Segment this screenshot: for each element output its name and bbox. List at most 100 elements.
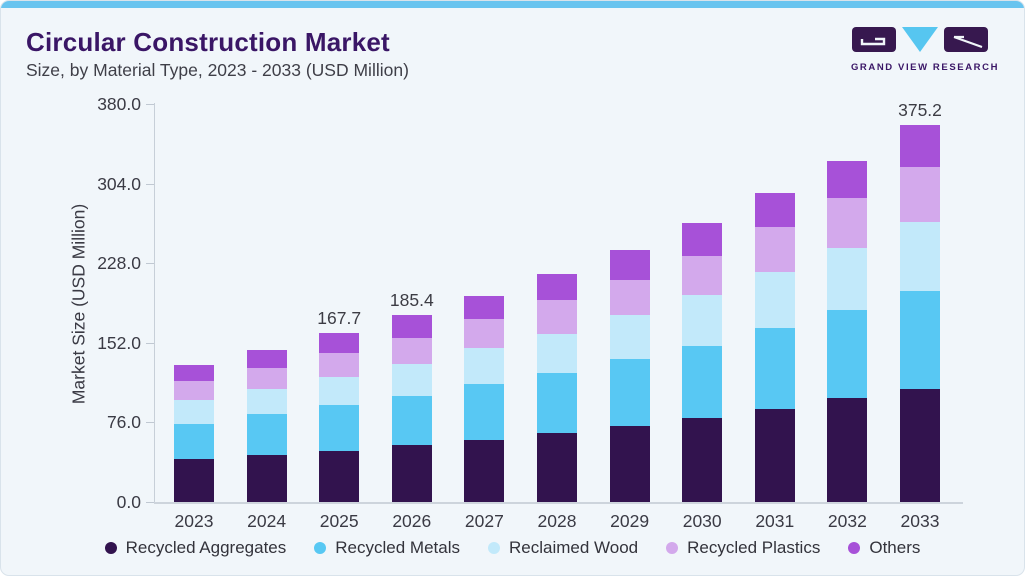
bar-segment (391, 315, 432, 339)
bar-segment (900, 221, 940, 291)
bar-segment (319, 450, 360, 502)
bar-segment (754, 193, 795, 227)
y-tick-label: 0.0 (116, 492, 141, 512)
legend-label: Recycled Aggregates (125, 538, 287, 557)
bar-segment (537, 300, 577, 335)
y-axis-title: Market Size (USD Million) (68, 203, 89, 405)
bar-segment (246, 388, 287, 415)
bar-total-label: 375.2 (898, 99, 942, 120)
bar-segment (246, 349, 287, 368)
y-tick-mark (146, 422, 154, 424)
legend: Recycled Aggregates Recycled Metals Reclai… (1, 538, 1024, 558)
bar-segment (246, 414, 287, 456)
bar-segment (174, 380, 214, 401)
bar-segment (537, 334, 577, 374)
y-tick-mark (146, 183, 154, 185)
brand-name: GRAND VIEW RESEARCH (850, 62, 1000, 73)
y-tick-label: 228.0 (97, 253, 141, 274)
bar-segment (464, 439, 505, 502)
x-axis-label: 2023 (174, 511, 214, 531)
bar-segment (682, 294, 723, 346)
bar-segment (537, 373, 577, 433)
bar-segment (319, 405, 360, 451)
bar-segment (827, 309, 868, 399)
bar-segment (174, 364, 214, 381)
bar-segment (754, 226, 795, 273)
y-tick-label: 304.0 (97, 173, 141, 194)
y-tick-mark (146, 342, 154, 344)
y-axis-line (154, 103, 155, 502)
top-accent-bar (1, 1, 1024, 8)
bar-segment (537, 274, 577, 301)
page-title: Circular Construction Market (26, 27, 390, 57)
legend-item: Recycled Plastics (666, 538, 820, 558)
bar-segment (537, 432, 577, 502)
bar-segment (391, 445, 432, 502)
legend-dot-icon (487, 542, 500, 554)
bar-segment (174, 400, 214, 424)
bar-segment (754, 408, 795, 502)
y-tick-mark (146, 502, 154, 503)
y-tick-label: 380.0 (97, 94, 141, 114)
x-axis-label: 2030 (682, 511, 722, 531)
page-subtitle: Size, by Material Type, 2023 - 2033 (USD… (26, 60, 409, 80)
bar-segment (609, 425, 650, 502)
bar-segment (319, 333, 360, 353)
legend-label: Recycled Metals (335, 538, 460, 557)
bar-segment (174, 459, 214, 502)
legend-label: Reclaimed Wood (508, 538, 639, 557)
x-axis-label: 2025 (319, 511, 359, 531)
y-tick-label: 76.0 (106, 412, 141, 433)
bar-segment (609, 359, 650, 426)
bar-segment (319, 376, 360, 406)
bar-segment (391, 395, 432, 446)
x-axis-label: 2031 (755, 511, 795, 531)
bar-segment (827, 248, 868, 310)
x-axis-label: 2026 (392, 511, 432, 531)
bar-segment (391, 364, 432, 396)
logo-r-icon (944, 27, 988, 52)
bar-segment (682, 345, 723, 419)
legend-label: Others (869, 538, 921, 557)
bar-segment (609, 315, 650, 360)
legend-dot-icon (848, 542, 861, 554)
bar-segment (464, 319, 505, 348)
x-axis-label: 2029 (610, 511, 650, 531)
brand-logo: GRAND VIEW RESEARCH (850, 27, 1000, 73)
legend-label: Recycled Plastics (687, 538, 821, 557)
y-tick-mark (146, 104, 154, 105)
logo-g-icon (852, 27, 896, 52)
bar-segment (319, 352, 360, 377)
bar-segment (900, 166, 940, 222)
bar-segment (900, 124, 940, 167)
legend-item: Recycled Metals (314, 538, 460, 558)
y-tick-label: 152.0 (97, 332, 141, 353)
legend-item: Reclaimed Wood (487, 538, 639, 558)
y-tick-mark (146, 263, 154, 265)
x-axis-line (154, 502, 963, 504)
bar-segment (246, 455, 287, 502)
bar-segment (464, 295, 505, 320)
bar-segment (609, 279, 650, 316)
bar-segment (754, 328, 795, 409)
bar-segment (827, 198, 868, 249)
bar-segment (464, 384, 505, 440)
brand-logo-marks (852, 27, 988, 52)
bar-segment (682, 222, 723, 256)
bar-segment (464, 347, 505, 385)
bar-total-label: 185.4 (389, 290, 434, 311)
bar-segment (682, 255, 723, 295)
bar-segment (246, 368, 287, 389)
bar-total-label: 167.7 (317, 308, 362, 329)
bar-segment (827, 398, 868, 502)
x-axis-label: 2028 (537, 511, 577, 531)
bar-segment (682, 418, 723, 502)
x-axis-label: 2024 (247, 511, 287, 531)
bar-segment (174, 423, 214, 460)
bar-segment (391, 338, 432, 365)
bar-segment (900, 290, 940, 389)
legend-item: Others (848, 538, 920, 558)
bar-segment (754, 272, 795, 329)
x-axis-label: 2033 (900, 511, 940, 531)
